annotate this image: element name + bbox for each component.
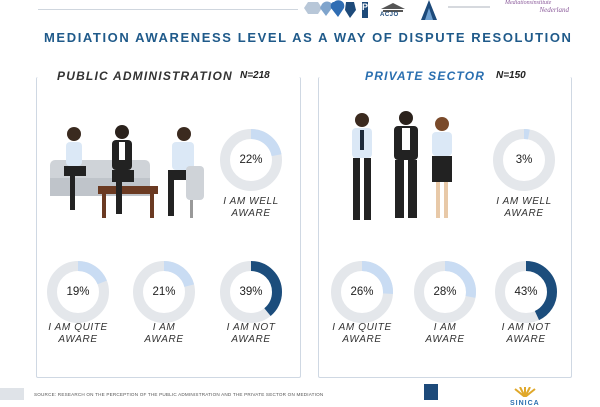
mediation-logo: Mediationsinstitute Nederland (505, 0, 575, 20)
panel-n-public: N=218 (237, 70, 273, 81)
acjo-logo-icon (381, 3, 405, 12)
donut-category-label: I AM AWARE (124, 322, 204, 346)
donut-private-1: 3% (492, 128, 556, 192)
footer-logo: SINICA (510, 384, 540, 407)
private-sector-people-illustration (352, 111, 452, 220)
donut-arc-public-3 (133, 261, 195, 323)
donut-percent-label: 43% (514, 286, 538, 298)
donut-ring-private-1 (493, 129, 555, 191)
donut-ring-private-3 (414, 261, 476, 323)
donut-category-label: I AM WELL AWARE (211, 196, 291, 220)
logo-p-text: P (362, 2, 369, 12)
donut-percent-label: 3% (515, 154, 533, 166)
donut-public-2: 19% (46, 260, 110, 324)
donut-category-line2: AWARE (342, 334, 382, 345)
footer-logo-text: SINICA (510, 400, 540, 407)
donut-category-line1: I AM QUITE (48, 322, 108, 333)
donut-category-label: I AM NOT AWARE (211, 322, 291, 346)
logo-caption-line (448, 6, 490, 8)
donut-percent-label: 28% (433, 286, 457, 298)
donut-percent-label: 22% (239, 154, 263, 166)
header-divider (38, 9, 298, 10)
donut-private-4: 43% (494, 260, 558, 324)
panel-public-administration: PUBLIC ADMINISTRATION N=218 (36, 69, 301, 378)
donut-ring-public-2 (47, 261, 109, 323)
mediation-logo-line2: Nederland (539, 6, 569, 14)
donut-category-label: I AM WELL AWARE (484, 196, 564, 220)
mediation-logo-line1: Mediationsinstitute (505, 0, 552, 6)
header-bar: P ACJO Mediationsinstitute Nederland (0, 0, 600, 24)
donut-category-line1: I AM QUITE (332, 322, 392, 333)
donut-public-3: 21% (132, 260, 196, 324)
donut-category-line2: AWARE (425, 334, 465, 345)
logo-acjo-text: ACJO (380, 12, 399, 18)
donut-arc-private-3 (414, 261, 476, 323)
donut-category-line2: AWARE (504, 208, 544, 219)
panel-n-private: N=150 (493, 70, 529, 81)
donut-percent-label: 19% (66, 286, 90, 298)
donut-arc-private-2 (331, 261, 393, 323)
donut-ring-public-3 (133, 261, 195, 323)
donut-category-line2: AWARE (506, 334, 546, 345)
donut-public-1: 22% (219, 128, 283, 192)
donut-percent-label: 26% (350, 286, 374, 298)
donut-ring-public-1 (220, 129, 282, 191)
panel-private-sector: PRIVATE SECTOR N=150 (318, 69, 572, 378)
donut-arc-public-1 (220, 129, 282, 191)
sunburst-logo-icon (514, 386, 536, 398)
donut-arc-private-4 (495, 261, 557, 323)
donut-category-label: I AM QUITE AWARE (38, 322, 118, 346)
donut-public-4: 39% (219, 260, 283, 324)
donut-category-line2: AWARE (144, 334, 184, 345)
donut-percent-label: 39% (239, 286, 263, 298)
footer-source-text: SOURCE: RESEARCH ON THE PERCEPTION OF TH… (34, 392, 324, 397)
donut-category-line1: I AM WELL (496, 196, 552, 207)
donut-ring-public-4 (220, 261, 282, 323)
donut-category-label: I AM AWARE (405, 322, 485, 346)
donut-arc-public-2 (47, 261, 109, 323)
footer-blue-bar (424, 384, 438, 400)
donut-private-3: 28% (413, 260, 477, 324)
donut-category-line1: I AM (152, 322, 176, 333)
donut-category-line1: I AM (433, 322, 457, 333)
donut-category-line2: AWARE (231, 208, 271, 219)
triangle-logo-icon (421, 0, 437, 20)
public-administration-people-illustration (50, 125, 204, 218)
donut-category-label: I AM QUITE AWARE (322, 322, 402, 346)
donut-category-line2: AWARE (58, 334, 98, 345)
donut-category-line1: I AM NOT (226, 322, 276, 333)
donut-ring-private-2 (331, 261, 393, 323)
footer-gray-block (0, 388, 24, 400)
donut-percent-label: 21% (152, 286, 176, 298)
donut-ring-private-4 (495, 261, 557, 323)
donut-arc-public-4 (220, 261, 282, 323)
donut-private-2: 26% (330, 260, 394, 324)
hearts-logo-icon (304, 0, 368, 18)
donut-arc-private-1 (493, 129, 555, 191)
panel-title-public: PUBLIC ADMINISTRATION (53, 69, 237, 83)
donut-category-line2: AWARE (231, 334, 271, 345)
donut-category-label: I AM NOT AWARE (486, 322, 566, 346)
donut-category-line1: I AM NOT (501, 322, 551, 333)
donut-category-line1: I AM WELL (223, 196, 279, 207)
panel-title-private: PRIVATE SECTOR (361, 69, 490, 83)
page-title: MEDIATION AWARENESS LEVEL AS A WAY OF DI… (44, 30, 573, 45)
